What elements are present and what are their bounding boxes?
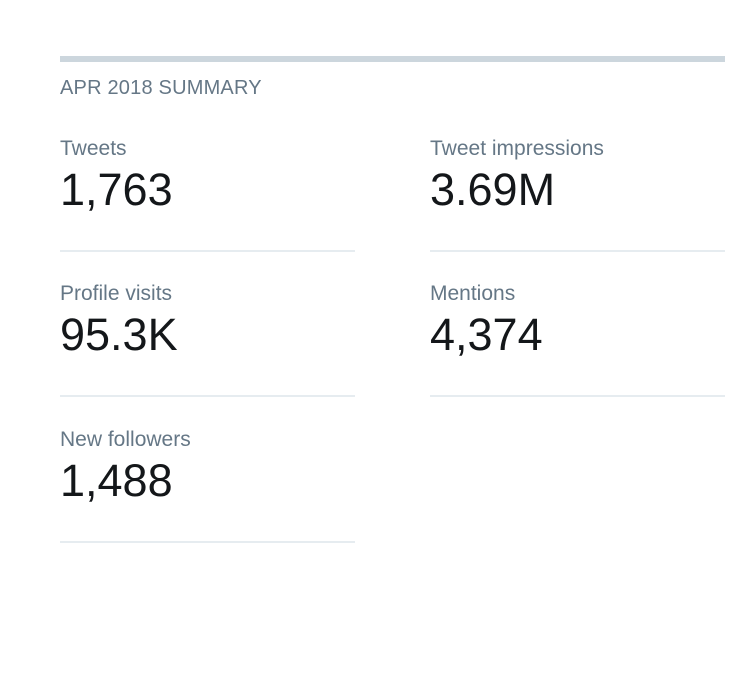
stat-divider (60, 250, 355, 252)
stat-label: Profile visits (60, 282, 173, 305)
summary-title: APR 2018 SUMMARY (60, 77, 262, 99)
stat-divider (60, 395, 355, 397)
summary-top-rule (60, 56, 725, 62)
stat-value: 95.3K (60, 309, 178, 360)
stat-divider (430, 395, 725, 397)
stat-profile-visits: Profile visits 95.3K (60, 145, 355, 397)
stat-value: 4,374 (430, 309, 543, 360)
stat-label: Tweets (60, 137, 127, 160)
stat-divider (60, 541, 355, 543)
stat-value: 3.69M (430, 164, 556, 215)
stat-mentions: Mentions 4,374 (430, 145, 725, 397)
stat-label: Tweet impressions (430, 137, 604, 160)
stat-value: 1,763 (60, 164, 173, 215)
stat-tweets: Tweets 1,763 (60, 0, 355, 252)
stat-value: 1,488 (60, 455, 173, 506)
stat-new-followers: New followers 1,488 (60, 291, 355, 543)
stat-tweet-impressions: Tweet impressions 3.69M (430, 0, 725, 252)
stat-divider (430, 250, 725, 252)
stat-label: New followers (60, 428, 191, 451)
stat-label: Mentions (430, 282, 516, 305)
